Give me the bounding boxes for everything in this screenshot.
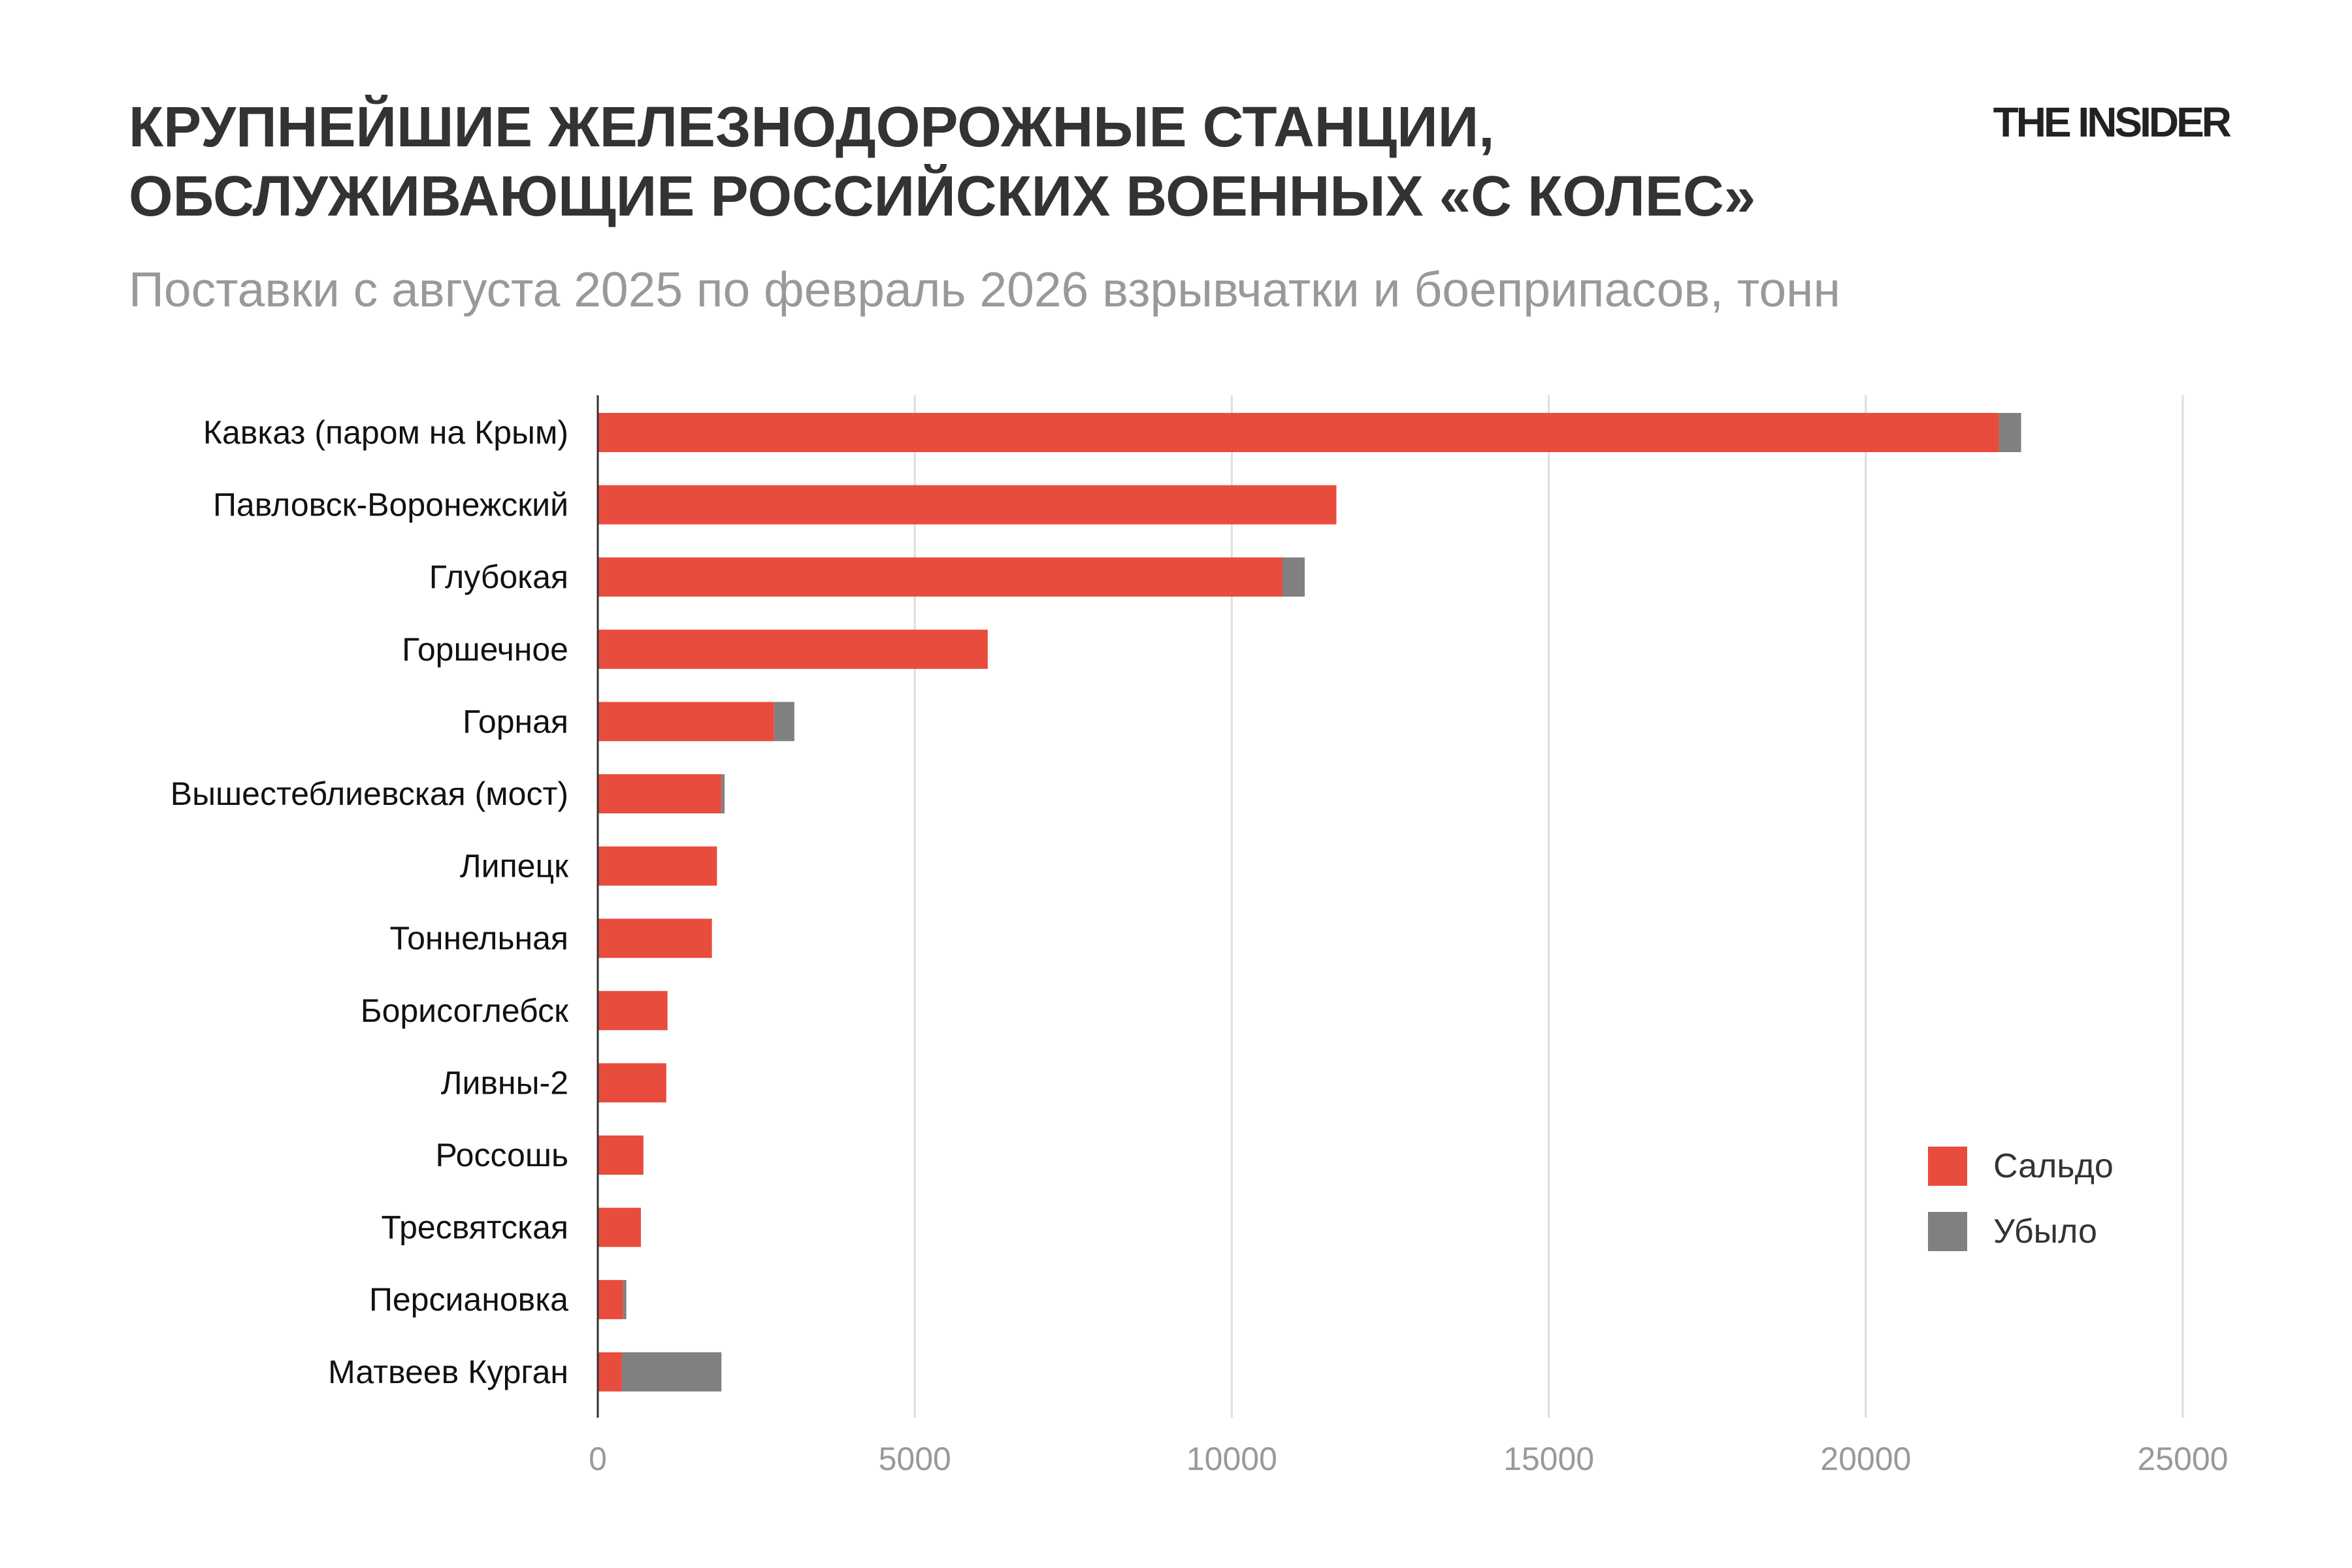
the-insider-logo: THE INSIDER bbox=[1993, 99, 2232, 146]
category-label-8: Борисоглебск bbox=[361, 992, 569, 1029]
legend-item-saldo: Сальдо bbox=[1928, 1134, 2114, 1199]
category-label-13: Матвеев Курган bbox=[328, 1354, 568, 1390]
bar-ubylo-2 bbox=[1282, 557, 1305, 597]
x-tick-label-15000: 15000 bbox=[1503, 1441, 1594, 1477]
bar-saldo-13 bbox=[598, 1352, 622, 1392]
x-tick-label-5000: 5000 bbox=[879, 1441, 951, 1477]
category-label-5: Вышестеблиевская (мост) bbox=[171, 776, 568, 812]
chart-title-line-1: КРУПНЕЙШИЕ ЖЕЛЕЗНОДОРОЖНЫЕ СТАНЦИИ, bbox=[129, 95, 1495, 159]
bar-saldo-0 bbox=[598, 413, 1999, 452]
legend-swatch-saldo bbox=[1928, 1147, 1967, 1186]
legend-label-saldo: Сальдо bbox=[1993, 1147, 2114, 1185]
chart-title: КРУПНЕЙШИЕ ЖЕЛЕЗНОДОРОЖНЫЕ СТАНЦИИ, ОБСЛ… bbox=[129, 93, 2023, 231]
bar-ubylo-13 bbox=[621, 1352, 722, 1392]
bar-saldo-2 bbox=[598, 557, 1283, 597]
legend-swatch-ubylo bbox=[1928, 1212, 1967, 1251]
category-label-10: Россошь bbox=[436, 1137, 569, 1173]
bar-ubylo-0 bbox=[1999, 413, 2021, 452]
category-label-0: Кавказ (паром на Крым) bbox=[203, 414, 568, 451]
bar-ubylo-12 bbox=[623, 1280, 627, 1320]
bar-saldo-8 bbox=[598, 990, 668, 1030]
chart-subtitle: Поставки с августа 2025 по февраль 2026 … bbox=[129, 262, 1840, 317]
bar-saldo-1 bbox=[598, 485, 1337, 525]
category-label-11: Тресвятская bbox=[381, 1209, 568, 1246]
category-label-4: Горная bbox=[463, 703, 568, 740]
bar-saldo-5 bbox=[598, 774, 722, 813]
bar-ubylo-5 bbox=[721, 774, 725, 813]
bar-saldo-4 bbox=[598, 702, 774, 742]
category-label-2: Глубокая bbox=[429, 559, 568, 595]
legend-item-ubylo: Убыло bbox=[1928, 1199, 2114, 1264]
bar-saldo-11 bbox=[598, 1207, 641, 1247]
bar-saldo-12 bbox=[598, 1280, 623, 1320]
x-tick-label-25000: 25000 bbox=[2137, 1441, 2228, 1477]
bar-saldo-7 bbox=[598, 919, 712, 958]
bar-saldo-9 bbox=[598, 1063, 666, 1103]
x-tick-label-20000: 20000 bbox=[1820, 1441, 1911, 1477]
category-label-9: Ливны-2 bbox=[441, 1064, 568, 1101]
bar-saldo-6 bbox=[598, 846, 717, 886]
bar-saldo-10 bbox=[598, 1135, 644, 1175]
bar-saldo-3 bbox=[598, 629, 988, 669]
x-tick-label-10000: 10000 bbox=[1186, 1441, 1277, 1477]
category-label-1: Павловск-Воронежский bbox=[213, 487, 568, 523]
category-label-7: Тоннельная bbox=[389, 920, 568, 956]
category-label-6: Липецк bbox=[460, 848, 569, 885]
legend-label-ubylo: Убыло bbox=[1993, 1213, 2097, 1250]
category-label-12: Персиановка bbox=[369, 1281, 568, 1318]
chart-legend: Сальдо Убыло bbox=[1928, 1134, 2114, 1264]
bar-ubylo-4 bbox=[774, 702, 794, 742]
category-label-3: Горшечное bbox=[402, 631, 568, 668]
chart-title-line-2: ОБСЛУЖИВАЮЩИЕ РОССИЙСКИХ ВОЕННЫХ «С КОЛЕ… bbox=[129, 165, 1756, 228]
x-tick-label-0: 0 bbox=[589, 1441, 607, 1477]
